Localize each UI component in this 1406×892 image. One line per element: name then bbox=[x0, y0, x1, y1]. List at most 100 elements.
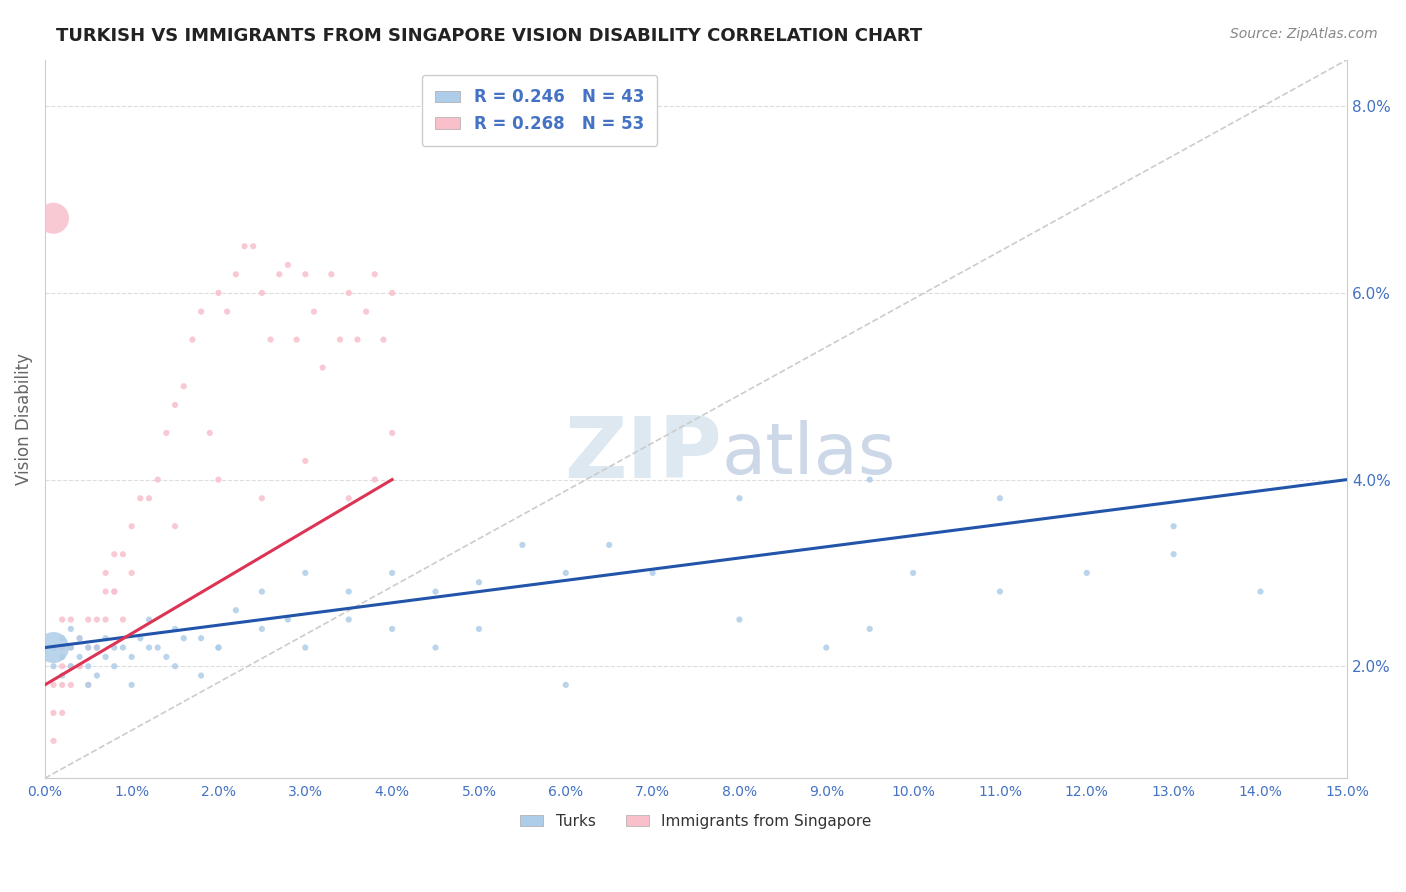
Point bbox=[77, 678, 100, 692]
Point bbox=[59, 613, 82, 627]
Point bbox=[103, 659, 125, 673]
Point bbox=[121, 678, 143, 692]
Point bbox=[77, 613, 100, 627]
Point bbox=[217, 304, 239, 318]
Point bbox=[146, 473, 169, 487]
Point bbox=[77, 640, 100, 655]
Point bbox=[1249, 584, 1271, 599]
Point bbox=[129, 491, 152, 506]
Point bbox=[42, 678, 65, 692]
Point bbox=[364, 267, 387, 281]
Point bbox=[285, 333, 308, 347]
Point bbox=[728, 491, 751, 506]
Point bbox=[59, 622, 82, 636]
Point bbox=[165, 622, 187, 636]
Point bbox=[207, 285, 229, 300]
Point bbox=[51, 678, 73, 692]
Point bbox=[129, 632, 152, 646]
Point bbox=[190, 668, 212, 682]
Point bbox=[294, 566, 316, 580]
Point bbox=[207, 640, 229, 655]
Point bbox=[86, 613, 108, 627]
Point bbox=[42, 706, 65, 720]
Point bbox=[233, 239, 256, 253]
Point bbox=[598, 538, 620, 552]
Point bbox=[51, 632, 73, 646]
Point bbox=[94, 632, 117, 646]
Point bbox=[59, 659, 82, 673]
Point bbox=[94, 566, 117, 580]
Point bbox=[381, 425, 404, 440]
Y-axis label: Vision Disability: Vision Disability bbox=[15, 353, 32, 485]
Point bbox=[51, 640, 73, 655]
Point bbox=[425, 640, 447, 655]
Point bbox=[294, 640, 316, 655]
Point bbox=[86, 640, 108, 655]
Point bbox=[94, 613, 117, 627]
Point bbox=[59, 640, 82, 655]
Point bbox=[69, 632, 91, 646]
Point bbox=[42, 640, 65, 655]
Point bbox=[181, 333, 204, 347]
Point bbox=[59, 640, 82, 655]
Point bbox=[815, 640, 838, 655]
Point bbox=[311, 360, 333, 375]
Point bbox=[59, 659, 82, 673]
Text: Source: ZipAtlas.com: Source: ZipAtlas.com bbox=[1230, 27, 1378, 41]
Point bbox=[51, 649, 73, 664]
Point bbox=[86, 640, 108, 655]
Point bbox=[364, 473, 387, 487]
Point bbox=[103, 640, 125, 655]
Point bbox=[728, 613, 751, 627]
Point bbox=[69, 659, 91, 673]
Point bbox=[250, 622, 273, 636]
Point bbox=[111, 613, 134, 627]
Point bbox=[51, 613, 73, 627]
Point bbox=[138, 640, 160, 655]
Point bbox=[294, 454, 316, 468]
Point bbox=[277, 613, 299, 627]
Point bbox=[103, 584, 125, 599]
Point bbox=[277, 258, 299, 272]
Point bbox=[59, 678, 82, 692]
Text: atlas: atlas bbox=[723, 420, 897, 490]
Point bbox=[512, 538, 534, 552]
Point bbox=[373, 333, 395, 347]
Point bbox=[42, 734, 65, 748]
Point bbox=[859, 473, 882, 487]
Point bbox=[346, 333, 368, 347]
Text: TURKISH VS IMMIGRANTS FROM SINGAPORE VISION DISABILITY CORRELATION CHART: TURKISH VS IMMIGRANTS FROM SINGAPORE VIS… bbox=[56, 27, 922, 45]
Point bbox=[554, 566, 576, 580]
Point bbox=[77, 678, 100, 692]
Point bbox=[321, 267, 343, 281]
Point bbox=[381, 622, 404, 636]
Point bbox=[155, 425, 177, 440]
Point bbox=[337, 613, 360, 627]
Legend: Turks, Immigrants from Singapore: Turks, Immigrants from Singapore bbox=[515, 808, 877, 835]
Point bbox=[121, 649, 143, 664]
Point bbox=[190, 304, 212, 318]
Point bbox=[250, 584, 273, 599]
Point bbox=[51, 659, 73, 673]
Point bbox=[250, 491, 273, 506]
Point bbox=[138, 613, 160, 627]
Point bbox=[173, 379, 195, 393]
Point bbox=[103, 584, 125, 599]
Point bbox=[86, 668, 108, 682]
Point bbox=[69, 649, 91, 664]
Point bbox=[42, 640, 65, 655]
Point bbox=[337, 285, 360, 300]
Point bbox=[173, 632, 195, 646]
Point bbox=[337, 584, 360, 599]
Point bbox=[42, 211, 65, 226]
Point bbox=[111, 547, 134, 561]
Point bbox=[225, 603, 247, 617]
Point bbox=[94, 649, 117, 664]
Point bbox=[1076, 566, 1098, 580]
Point bbox=[42, 659, 65, 673]
Point bbox=[138, 491, 160, 506]
Point bbox=[302, 304, 325, 318]
Point bbox=[42, 640, 65, 655]
Point bbox=[269, 267, 291, 281]
Point bbox=[198, 425, 221, 440]
